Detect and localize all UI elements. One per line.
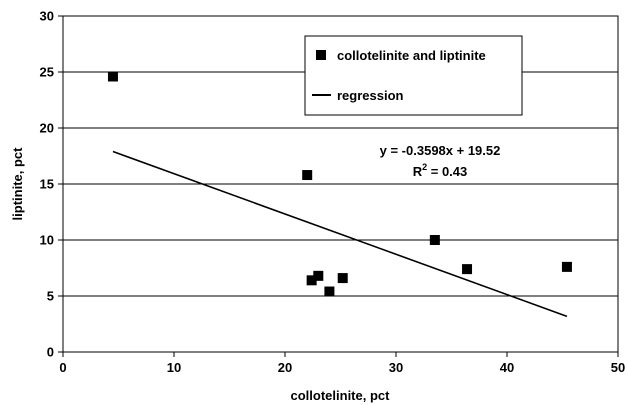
y-tick-label: 10 (40, 233, 54, 248)
data-point (337, 273, 348, 284)
legend-label-points: collotelinite and liptinite (337, 48, 486, 63)
x-tick-label: 20 (278, 360, 292, 375)
y-tick-label: 25 (40, 65, 54, 80)
r-squared-value: = 0.43 (427, 164, 467, 179)
y-tick-label: 5 (47, 289, 54, 304)
x-tick-label: 10 (167, 360, 181, 375)
legend: collotelinite and liptinite regression (304, 35, 523, 116)
y-tick-label: 30 (40, 9, 54, 24)
y-axis-title: liptinite, pct (10, 147, 25, 221)
y-tick-label: 15 (40, 177, 54, 192)
r-squared-label: R2 = 0.43 (413, 162, 468, 179)
data-points (107, 71, 572, 297)
r-squared-superscript: 2 (422, 162, 427, 172)
regression-layer (112, 150, 568, 318)
legend-box (304, 35, 523, 116)
regression-line (112, 150, 568, 318)
r-squared-prefix: R (413, 164, 423, 179)
y-tick-label: 0 (47, 345, 54, 360)
data-point (306, 275, 317, 286)
data-point (561, 261, 572, 272)
data-point (107, 71, 118, 82)
x-tick-label: 0 (59, 360, 66, 375)
data-point (462, 264, 473, 275)
data-point (324, 286, 335, 297)
data-point (429, 235, 440, 245)
axis-ticks: 0 5 10 15 20 25 30 0 10 20 30 40 50 (40, 9, 626, 376)
legend-label-regression: regression (337, 88, 404, 103)
x-tick-label: 50 (611, 360, 625, 375)
x-tick-label: 40 (500, 360, 514, 375)
regression-equation: y = -0.3598x + 19.52 (380, 143, 501, 158)
y-tick-label: 20 (40, 121, 54, 136)
data-point (302, 170, 313, 181)
data-point (313, 270, 324, 281)
x-axis-title: collotelinite, pct (291, 388, 391, 403)
x-tick-label: 30 (389, 360, 403, 375)
legend-square-marker (316, 50, 326, 60)
